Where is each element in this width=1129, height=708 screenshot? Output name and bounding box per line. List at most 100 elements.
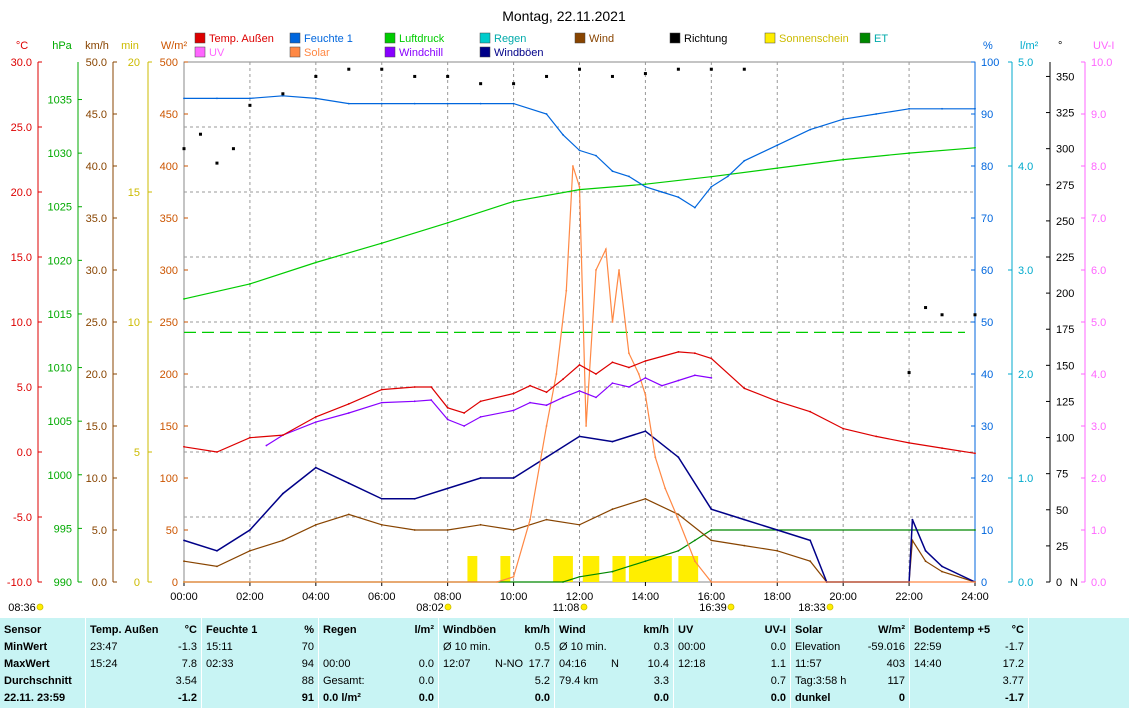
legend-label: Feuchte 1 — [304, 33, 353, 45]
tick-label: 350 — [160, 213, 178, 225]
data-point — [479, 523, 482, 526]
table-column: UV UV-I 00:00 0.0 12:18 1.1 0.7 0.0 — [674, 618, 791, 708]
data-point — [512, 529, 515, 531]
data-point — [183, 298, 185, 300]
table-header: Temp. Außen °C — [90, 622, 197, 639]
tick-label: 995 — [54, 523, 72, 535]
cell-left: 02:33 — [206, 658, 234, 670]
table-cell-row: dunkel 0 — [795, 690, 905, 707]
x-tick-label: 10:00 — [500, 591, 528, 603]
legend-label: Richtung — [684, 33, 727, 45]
tick-label: 200 — [160, 369, 178, 381]
data-point — [380, 401, 383, 404]
header-unit: km/h — [643, 624, 669, 636]
sun-time-label: 08:02 — [416, 602, 444, 614]
tick-label: 300 — [160, 265, 178, 277]
cell-value: -1.7 — [1005, 641, 1024, 653]
data-point — [875, 435, 878, 438]
tick-label: 35.0 — [86, 213, 107, 225]
tick-label: 1.0 — [1018, 473, 1033, 485]
tick-label: 2.0 — [1091, 473, 1106, 485]
data-point — [710, 581, 713, 583]
tick-label: 125 — [1056, 396, 1074, 408]
tick-label: 350 — [1056, 71, 1074, 83]
data-point — [618, 269, 620, 271]
data-point — [809, 410, 812, 413]
header-label: Sensor — [4, 624, 42, 636]
cell-left: 00:00 — [323, 658, 351, 670]
tick-label: 6.0 — [1091, 265, 1106, 277]
tick-label: 2.0 — [1018, 369, 1033, 381]
tick-label: 30.0 — [86, 265, 107, 277]
data-point — [545, 404, 548, 407]
data-point — [529, 384, 531, 387]
table-cell-row: Ø 10 min. 0.5 — [443, 639, 550, 656]
header-label: Windböen — [443, 624, 497, 636]
table-header: Wind km/h — [559, 622, 669, 639]
data-point — [314, 416, 317, 418]
row-label-text: MinWert — [4, 641, 48, 653]
data-point — [643, 72, 647, 76]
data-point — [446, 221, 449, 224]
cell-left: 79.4 km — [559, 675, 599, 687]
tick-label: 150 — [160, 421, 178, 433]
tick-label: 100 — [1056, 433, 1074, 445]
data-point — [512, 477, 515, 479]
header-unit: l/m² — [414, 624, 434, 636]
tick-label: 5.0 — [17, 382, 32, 394]
tick-label: 1035 — [48, 95, 72, 107]
legend-swatch — [479, 46, 491, 58]
table-cell-row: 88 — [206, 673, 314, 690]
cell-value: 117 — [887, 675, 905, 687]
table-column: Regen l/m² 00:00 0.0 Gesamt: 0.0 0.0 l/m² 0.0 — [319, 618, 439, 708]
data-point — [281, 539, 284, 542]
sun-icon — [826, 603, 834, 611]
table-cell-row: 91 — [206, 690, 314, 707]
cell-value: -59.016 — [867, 641, 905, 653]
data-point — [974, 146, 976, 149]
data-point — [183, 539, 185, 542]
sun-icon — [727, 603, 735, 611]
tick-label: 175 — [1056, 324, 1074, 336]
data-point — [413, 400, 416, 403]
legend-swatch — [764, 32, 776, 44]
header-label: Solar — [795, 624, 823, 636]
series-et — [183, 529, 976, 583]
data-point — [664, 487, 667, 490]
data-point — [512, 575, 515, 578]
table-cell-row: Ø 10 min. 0.3 — [559, 639, 669, 656]
table-cell-row: 15:11 70 — [206, 639, 314, 656]
tick-label: 50.0 — [86, 57, 107, 69]
tick-label: 1010 — [48, 363, 72, 375]
axis-unit-left: km/h — [85, 40, 109, 52]
data-point — [644, 183, 647, 186]
table-header: Bodentemp +5 °C — [914, 622, 1024, 639]
header-label: UV — [678, 624, 694, 636]
data-point — [611, 361, 614, 364]
tick-label: 10.0 — [1091, 57, 1112, 69]
cell-value: 88 — [301, 675, 314, 687]
tick-label: 9.0 — [1091, 109, 1106, 121]
cell-left: 15:11 — [206, 641, 233, 653]
cell-value: 17.7 — [528, 658, 550, 670]
tick-label: 4.0 — [1018, 161, 1033, 173]
tick-label: 1005 — [48, 416, 72, 428]
header-label: Feuchte 1 — [206, 624, 258, 636]
table-cell-row: 11:57 403 — [795, 656, 905, 673]
axis-unit-right: UV-I — [1093, 40, 1114, 52]
data-point — [677, 196, 680, 199]
data-point — [578, 364, 581, 366]
table-cell-row: 0.0 — [559, 690, 669, 707]
data-point — [216, 549, 218, 552]
data-point — [314, 523, 317, 526]
data-point — [677, 518, 680, 521]
data-point — [941, 565, 943, 568]
tick-label: 3.0 — [1091, 421, 1106, 433]
tick-label: 30 — [981, 421, 993, 433]
tick-label: 7.0 — [1091, 213, 1106, 225]
table-cell-row: 0.7 — [678, 673, 786, 690]
data-point — [380, 523, 383, 526]
tick-label: 90 — [981, 109, 993, 121]
data-point — [974, 452, 976, 455]
data-point — [314, 466, 317, 469]
